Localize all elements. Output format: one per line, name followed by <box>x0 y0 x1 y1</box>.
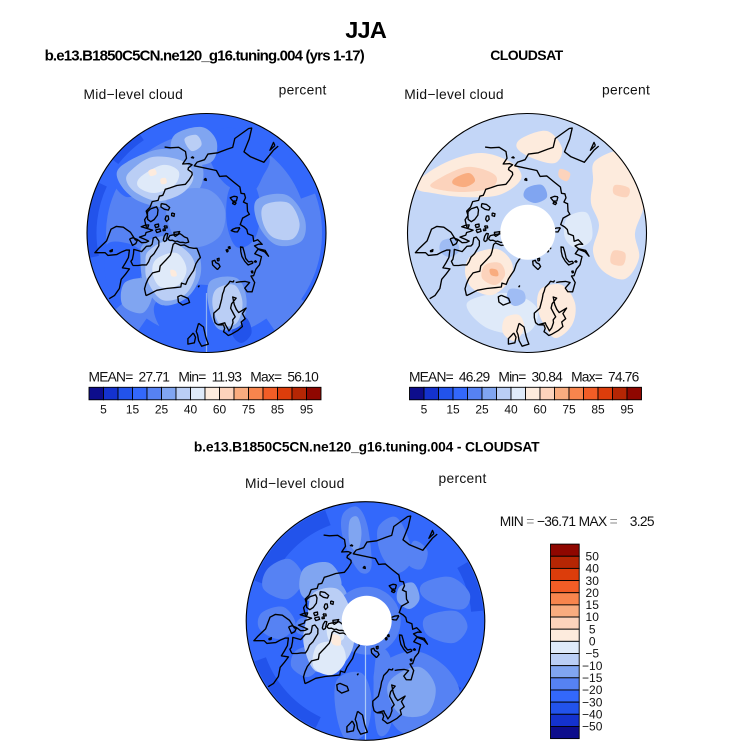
svg-text:40: 40 <box>586 562 600 576</box>
svg-text:b.e13.B1850C5CN.ne120_g16.tuni: b.e13.B1850C5CN.ne120_g16.tuning.004 (yr… <box>45 48 365 65</box>
svg-text:25: 25 <box>475 403 489 417</box>
svg-text:−20: −20 <box>582 683 603 697</box>
svg-text:60: 60 <box>213 403 227 417</box>
svg-text:MIN = −36.71 MAX = 3.25: MIN = −36.71 MAX = 3.25 <box>500 514 655 529</box>
svg-text:Mid−level cloud: Mid−level cloud <box>245 476 344 491</box>
svg-text:25: 25 <box>155 403 169 417</box>
svg-text:percent: percent <box>279 83 327 98</box>
svg-text:0: 0 <box>589 635 596 649</box>
svg-text:85: 85 <box>591 403 605 417</box>
svg-text:95: 95 <box>620 403 634 417</box>
svg-text:−50: −50 <box>582 720 603 734</box>
svg-text:JJA: JJA <box>345 17 387 43</box>
svg-text:15: 15 <box>586 598 600 612</box>
svg-text:15: 15 <box>446 403 460 417</box>
svg-text:CLOUDSAT: CLOUDSAT <box>490 47 563 63</box>
svg-text:40: 40 <box>504 403 518 417</box>
svg-text:percent: percent <box>602 83 650 98</box>
svg-text:40: 40 <box>184 403 198 417</box>
svg-text:20: 20 <box>586 586 600 600</box>
svg-text:−5: −5 <box>585 647 599 661</box>
svg-text:−40: −40 <box>582 708 603 722</box>
svg-text:−15: −15 <box>582 671 603 685</box>
svg-text:30: 30 <box>586 574 600 588</box>
svg-text:−10: −10 <box>582 659 603 673</box>
svg-text:5: 5 <box>589 622 596 636</box>
svg-text:b.e13.B1850C5CN.ne120_g16.tuni: b.e13.B1850C5CN.ne120_g16.tuning.004 - C… <box>194 439 540 454</box>
svg-text:15: 15 <box>126 403 140 417</box>
svg-text:Mid−level cloud: Mid−level cloud <box>404 87 503 102</box>
svg-text:85: 85 <box>271 403 285 417</box>
svg-text:percent: percent <box>439 471 487 486</box>
svg-text:5: 5 <box>100 403 107 417</box>
svg-text:−30: −30 <box>582 695 603 709</box>
svg-text:5: 5 <box>421 403 428 417</box>
svg-text:10: 10 <box>586 610 600 624</box>
svg-text:75: 75 <box>242 403 256 417</box>
svg-text:95: 95 <box>300 403 314 417</box>
svg-text:MEAN= 27.71 Min= 11.93 M: MEAN= 27.71 Min= 11.93 Max= 56.10 <box>89 369 320 384</box>
svg-text:Mid−level cloud: Mid−level cloud <box>84 87 183 102</box>
svg-text:75: 75 <box>562 403 576 417</box>
svg-text:MEAN= 46.29 Min= 30.84 M: MEAN= 46.29 Min= 30.84 Max= 74.76 <box>409 369 640 384</box>
svg-text:50: 50 <box>586 550 600 564</box>
svg-text:60: 60 <box>533 403 547 417</box>
